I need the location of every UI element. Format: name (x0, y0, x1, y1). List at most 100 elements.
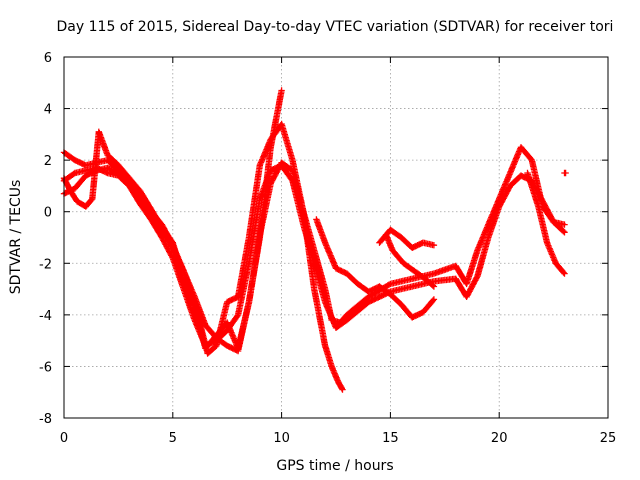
data-point (422, 311, 424, 314)
data-point (411, 246, 414, 249)
data-point (171, 257, 174, 260)
series-track-7 (382, 231, 438, 290)
y-tick-label: -2 (39, 257, 52, 272)
data-point (139, 190, 142, 192)
plot-frame (63, 56, 609, 419)
data-point (554, 262, 557, 265)
data-point (367, 295, 370, 298)
data-point (563, 231, 566, 234)
data-point (302, 210, 305, 213)
data-point (424, 277, 427, 280)
data-point (171, 241, 174, 244)
data-point (106, 166, 109, 169)
data-point (476, 275, 479, 278)
data-point (335, 267, 337, 270)
x-tick-label: 5 (169, 431, 177, 446)
series-track-8 (524, 169, 568, 277)
data-point (315, 218, 318, 221)
data-point (498, 205, 501, 208)
data-point (106, 172, 109, 174)
chart-title: Day 115 of 2015, Sidereal Day-to-day VTE… (57, 19, 614, 35)
data-point (413, 270, 416, 272)
grid-lines (64, 57, 608, 418)
data-point (345, 313, 348, 316)
data-point (73, 187, 76, 190)
data-point (84, 164, 87, 167)
data-point (541, 200, 544, 203)
data-point (280, 123, 283, 125)
data-point (193, 295, 196, 298)
series-track-5 (313, 216, 438, 321)
x-tick-label: 20 (491, 431, 508, 446)
data-point (237, 347, 239, 350)
data-point (411, 316, 414, 319)
data-point (454, 264, 457, 267)
data-point (402, 262, 405, 265)
data-point (324, 301, 327, 303)
data-point (206, 352, 209, 355)
data-point (215, 344, 218, 347)
data-point (520, 174, 522, 177)
data-point (552, 221, 555, 223)
data-point (433, 285, 435, 288)
data-point (73, 159, 76, 162)
data-point (465, 295, 468, 298)
y-tick-label: 4 (44, 103, 52, 118)
data-point (258, 164, 261, 167)
data-point (378, 285, 381, 288)
data-point (161, 236, 163, 239)
data-point (193, 306, 196, 309)
data-point (139, 203, 142, 205)
data-point (509, 185, 511, 187)
data-point (400, 303, 403, 306)
y-axis-label: SDTVAR / TECUs (8, 180, 24, 295)
series-track-6 (376, 226, 438, 251)
x-tick-label: 10 (273, 431, 290, 446)
data-point (537, 205, 540, 208)
data-point (487, 223, 490, 226)
data-point (258, 197, 261, 200)
data-point (367, 290, 370, 293)
data-point (476, 249, 479, 252)
data-point (258, 234, 261, 236)
data-point (337, 381, 340, 383)
data-point (378, 241, 381, 244)
data-point (433, 298, 435, 301)
y-tick-label: 2 (44, 154, 52, 169)
data-point (237, 313, 239, 316)
data-point (433, 280, 435, 283)
data-point (356, 283, 359, 285)
data-point (389, 293, 392, 296)
data-point (345, 319, 348, 321)
data-point (564, 172, 567, 174)
series-marker-path (60, 120, 568, 357)
data-point (400, 236, 403, 239)
y-tick-label: -4 (39, 309, 52, 324)
x-tick-label: 25 (600, 431, 617, 446)
data-point (73, 172, 76, 174)
data-point (215, 334, 218, 337)
data-point (226, 321, 229, 324)
data-point (389, 283, 392, 285)
data-point (313, 288, 316, 290)
data-point (117, 172, 120, 174)
data-point (526, 172, 529, 174)
data-point (509, 172, 511, 174)
x-axis-label: GPS time / hours (276, 458, 393, 474)
series-track-9 (561, 169, 569, 177)
data-point (128, 185, 131, 187)
data-point (411, 285, 414, 288)
data-point (182, 280, 185, 283)
y-tick-label: 6 (44, 51, 52, 66)
data-point (76, 200, 78, 203)
data-point (280, 89, 283, 92)
data-point (367, 301, 370, 303)
data-point (84, 205, 87, 208)
data-point (422, 241, 424, 244)
data-marks (60, 87, 569, 393)
data-point (454, 277, 457, 280)
data-point (248, 236, 250, 239)
y-tick-label: 0 (44, 206, 52, 221)
data-point (248, 301, 250, 303)
